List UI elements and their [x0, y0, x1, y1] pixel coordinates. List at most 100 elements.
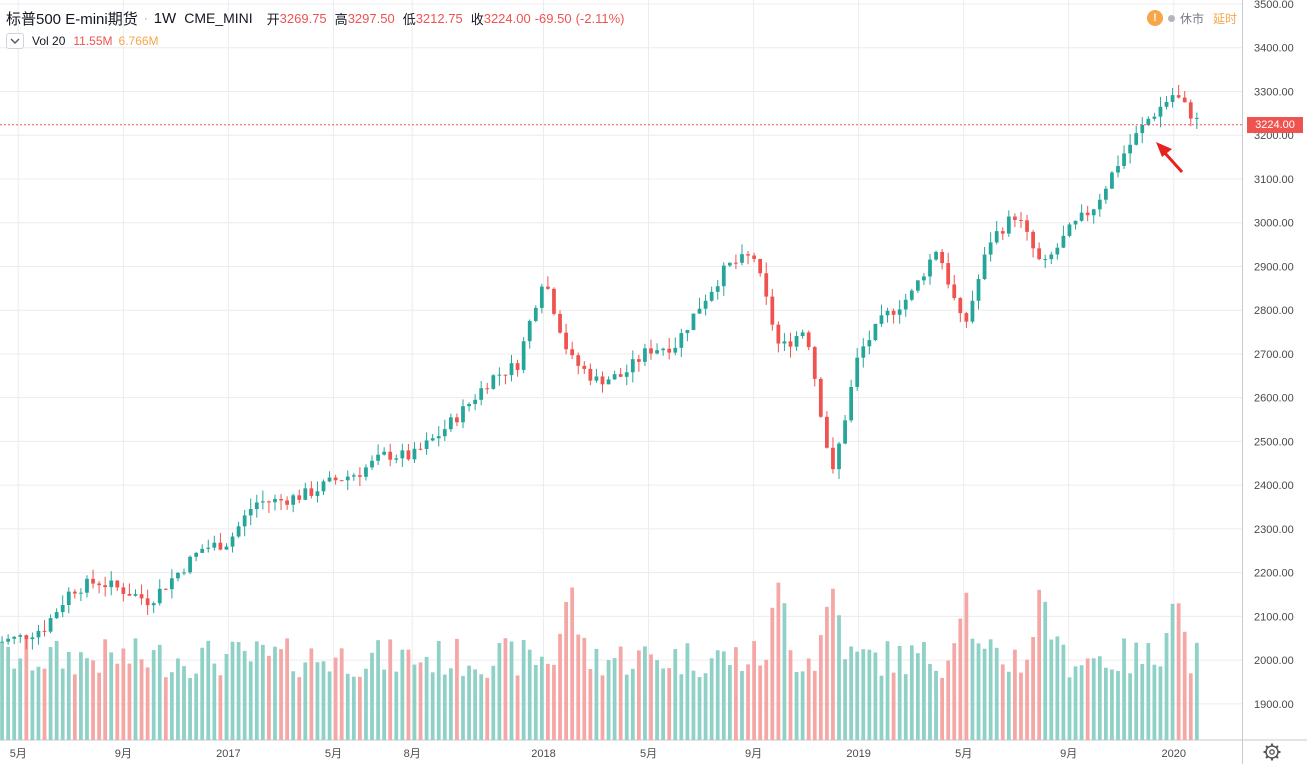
volume-bar: [576, 634, 581, 740]
volume-indicator-name[interactable]: Vol 20: [32, 34, 66, 48]
close-value: 3224.00: [483, 10, 531, 26]
red-arrow-icon: [1156, 142, 1184, 174]
candle-body: [964, 313, 969, 322]
candle-body: [539, 286, 544, 308]
candle-body: [1025, 220, 1029, 232]
volume-bar: [539, 656, 544, 740]
change-percent: (-2.11%): [575, 10, 625, 26]
candle-body: [1019, 219, 1023, 221]
chevron-down-icon[interactable]: [6, 33, 24, 49]
volume-bar: [1019, 672, 1023, 740]
candle-body: [285, 500, 289, 505]
volume-bar: [1140, 664, 1145, 740]
candle-body: [1067, 224, 1072, 236]
candle-body: [212, 542, 217, 548]
volume-bar: [503, 638, 508, 740]
candle-body: [831, 447, 835, 470]
volume-bar: [97, 672, 101, 740]
candle-body: [922, 276, 926, 281]
volume-bar: [60, 668, 65, 740]
candle-body: [837, 443, 841, 470]
exclamation-icon[interactable]: !: [1146, 10, 1163, 26]
volume-bar: [309, 648, 314, 740]
candle-body: [715, 286, 720, 292]
volume-bar: [770, 607, 775, 740]
candle-body: [254, 502, 259, 510]
volume-bar: [934, 670, 938, 740]
volume-bar: [30, 670, 35, 740]
volume-bar: [388, 639, 393, 740]
volume-bar: [1067, 677, 1072, 740]
symbol-name[interactable]: 标普500 E-mini期货: [6, 10, 138, 28]
volume-bar: [339, 648, 344, 740]
volume-bar: [145, 667, 150, 740]
volume-bar: [230, 641, 235, 740]
candle-body: [515, 363, 520, 370]
price-tick-label: 2300.00: [1254, 524, 1294, 536]
volume-bar: [436, 641, 441, 740]
candle-body: [776, 324, 781, 344]
candle-body: [721, 265, 726, 287]
volume-bar: [376, 640, 380, 740]
volume-bar: [1031, 637, 1035, 740]
candle-body: [885, 310, 890, 316]
volume-bar: [970, 638, 975, 740]
candle-body: [79, 592, 83, 594]
volume-bar: [1073, 666, 1078, 740]
volume-bar: [291, 671, 296, 740]
volume-bar: [1110, 669, 1114, 740]
candle-body: [467, 404, 471, 407]
time-tick-label: 9月: [745, 748, 762, 760]
candle-body: [800, 332, 805, 337]
price-tick-label: 2900.00: [1254, 261, 1294, 273]
volume-bar: [752, 641, 756, 740]
volume-bar: [1097, 656, 1102, 740]
volume-bar: [533, 664, 538, 740]
candle-body: [151, 603, 156, 606]
candle-body: [752, 255, 756, 259]
candle-body: [879, 315, 884, 324]
volume-legend: Vol 20 11.55M 6.766M: [6, 33, 159, 49]
volume-bar: [734, 647, 738, 740]
candle-body: [242, 515, 247, 527]
volume-bar: [691, 670, 696, 740]
candle-body: [818, 378, 823, 417]
timeframe[interactable]: 1W: [153, 9, 177, 27]
candle-body: [327, 477, 332, 482]
candle-body: [861, 346, 866, 358]
candle-body: [218, 542, 223, 550]
candle-body: [139, 594, 144, 599]
volume-bar: [345, 673, 350, 740]
time-tick-label: 5月: [955, 748, 972, 760]
candle-body: [248, 509, 253, 516]
volume-bar: [194, 673, 199, 740]
volume-bar: [1013, 649, 1017, 740]
candle-body: [915, 280, 920, 291]
candle-body: [1110, 172, 1114, 189]
last-price-label: 3224.00: [1247, 117, 1303, 133]
separator-dot: ·: [143, 11, 148, 25]
candle-body: [570, 349, 575, 356]
candle-body: [746, 254, 750, 256]
candle-body: [315, 491, 320, 496]
volume-bar: [418, 662, 423, 740]
volume-bar: [315, 662, 320, 740]
candle-body: [1049, 254, 1054, 260]
volume-bar: [1164, 633, 1169, 740]
candle-body: [1176, 95, 1181, 98]
candle-body: [970, 300, 975, 322]
price-axis[interactable]: [1242, 0, 1307, 740]
low-value: 3212.75: [415, 10, 463, 26]
candle-body: [115, 580, 120, 588]
volume-bar: [206, 640, 211, 740]
delayed-data-label[interactable]: 延时: [1212, 11, 1237, 26]
volume-bar: [1049, 639, 1054, 740]
gear-icon[interactable]: [1262, 742, 1282, 762]
volume-bar: [764, 659, 769, 740]
volume-bar: [103, 639, 108, 740]
candle-body: [200, 548, 205, 553]
volume-bar: [170, 672, 174, 740]
volume-bar: [867, 649, 872, 740]
